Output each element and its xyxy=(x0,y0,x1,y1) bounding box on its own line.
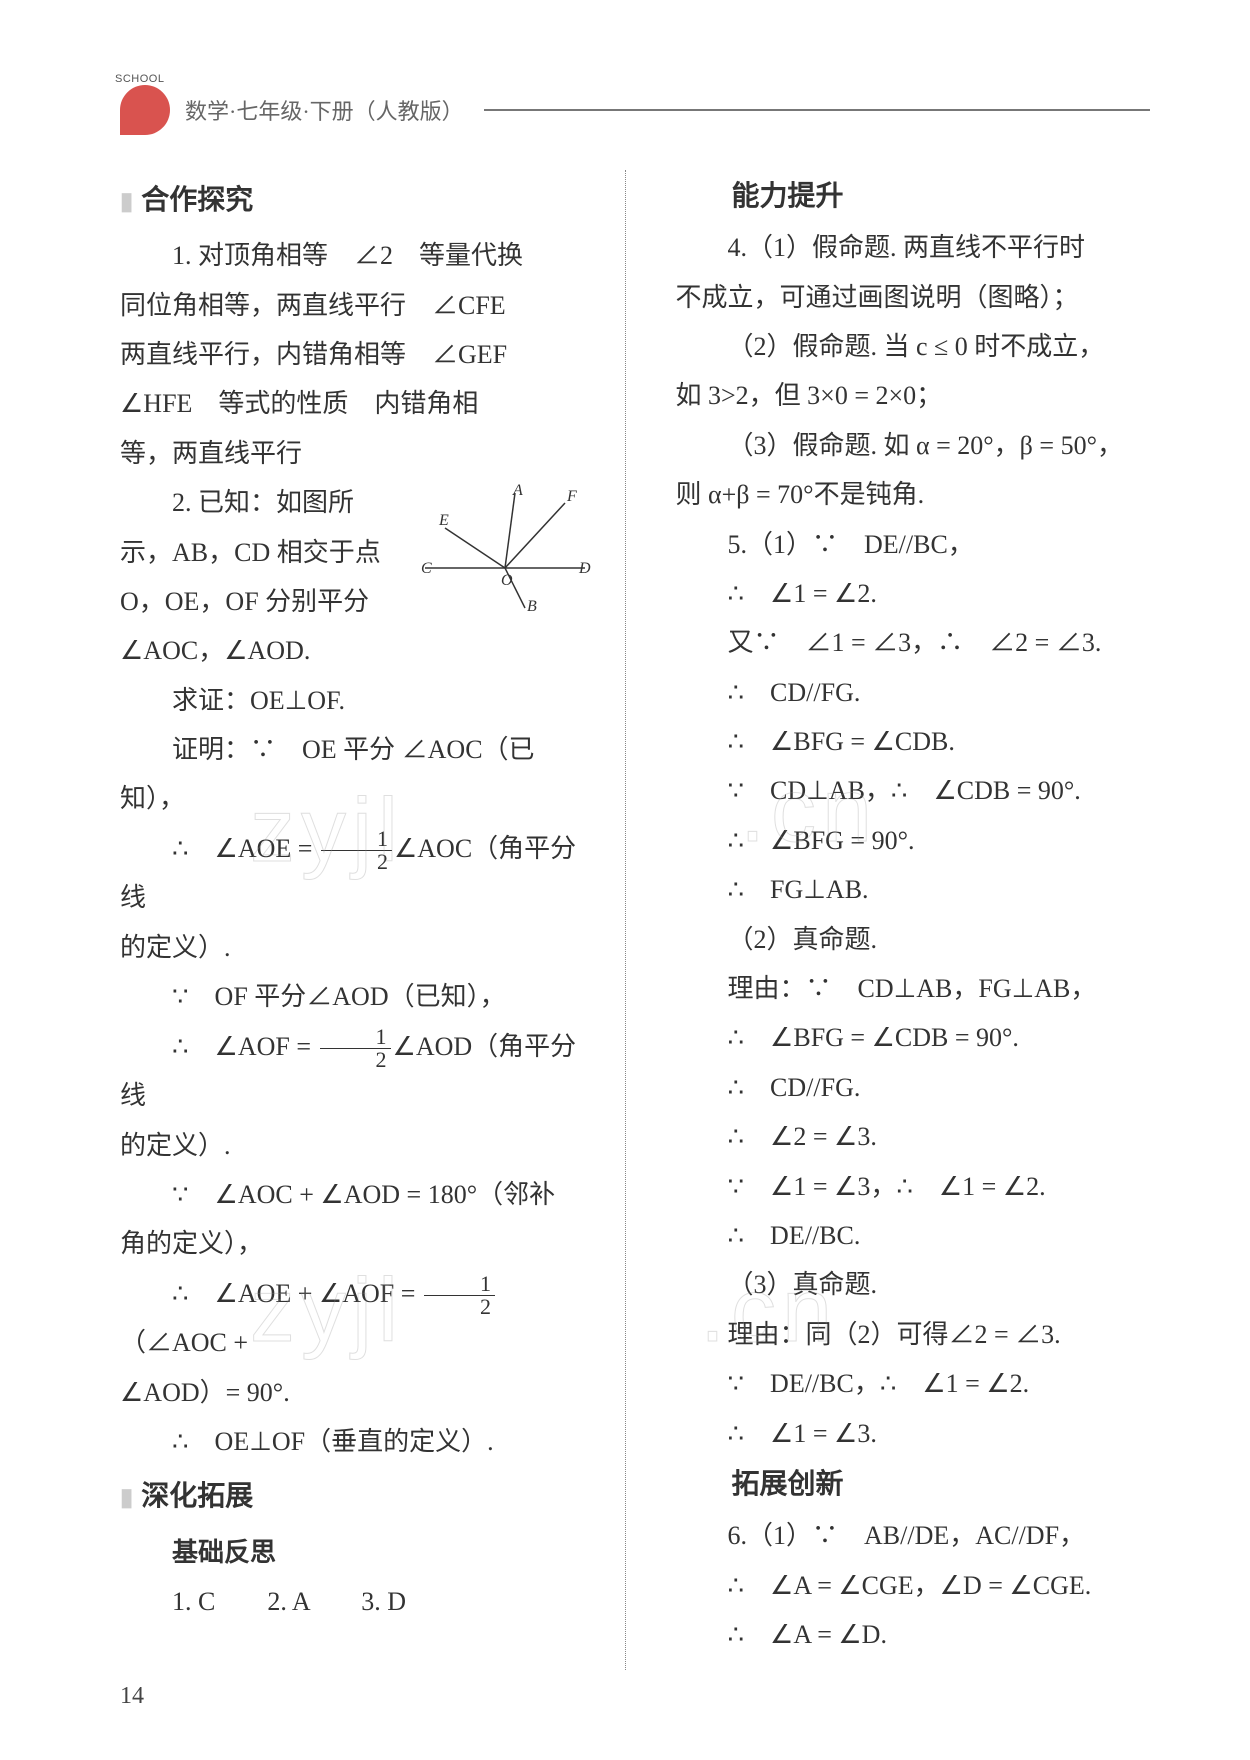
fraction-half: 12 xyxy=(424,1273,495,1318)
q5-line: ∴ ∠1 = ∠2. xyxy=(676,569,1151,618)
q5-line: ∵ ∠1 = ∠3，∴ ∠1 = ∠2. xyxy=(676,1162,1151,1211)
q2-line: ∴ ∠AOF = 12∠AOD（角平分线 xyxy=(120,1022,595,1121)
q1-line: ∠HFE 等式的性质 内错角相 xyxy=(120,379,595,428)
q2-line: 求证：OE⊥OF. xyxy=(120,676,595,725)
fraction-half: 12 xyxy=(320,1026,391,1071)
q6-line: ∴ ∠A = ∠CGE，∠D = ∠CGE. xyxy=(676,1561,1151,1610)
q5-line: ∴ ∠BFG = 90°. xyxy=(676,816,1151,865)
header-rule xyxy=(484,109,1150,111)
section-deepen: 深化拓展 xyxy=(120,1470,595,1523)
q4-line: 不成立，可通过画图说明（图略）； xyxy=(676,273,1151,322)
q2-line: ∠AOD）= 90°. xyxy=(120,1368,595,1417)
q1-line: 两直线平行，内错角相等 ∠GEF xyxy=(120,330,595,379)
q6-line: ∴ ∠A = ∠D. xyxy=(676,1610,1151,1659)
q5-line: （3）真命题. xyxy=(676,1260,1151,1309)
q5-line: ∴ DE//BC. xyxy=(676,1211,1151,1260)
q2-line: 证明：∵ OE 平分 ∠AOC（已 xyxy=(120,725,595,774)
school-logo-icon xyxy=(120,85,170,135)
diag-label-E: E xyxy=(438,512,449,529)
q5-line: ∴ CD//FG. xyxy=(676,1063,1151,1112)
q5-line: ∴ CD//FG. xyxy=(676,668,1151,717)
denominator: 2 xyxy=(321,851,392,873)
fraction-half: 12 xyxy=(321,828,392,873)
section-cooperative: 合作探究 xyxy=(120,174,595,227)
q5-line: ∴ ∠BFG = ∠CDB. xyxy=(676,717,1151,766)
q1-line: 1. 对顶角相等 ∠2 等量代换 xyxy=(120,231,595,280)
q5-line: 5.（1）∵ DE//BC， xyxy=(676,520,1151,569)
q5-line: 又∵ ∠1 = ∠3，∴ ∠2 = ∠3. xyxy=(676,618,1151,667)
q4-line: 如 3>2，但 3×0 = 2×0； xyxy=(676,371,1151,420)
page-header: 数学·七年级·下册（人教版） xyxy=(120,80,1150,140)
q5-line: 理由：∵ CD⊥AB，FG⊥AB， xyxy=(676,964,1151,1013)
diag-label-D: D xyxy=(578,560,591,577)
q5-line: ∴ ∠BFG = ∠CDB = 90°. xyxy=(676,1013,1151,1062)
q2-line: 角的定义）， xyxy=(120,1219,595,1268)
q1-line: 等，两直线平行 xyxy=(120,429,595,478)
q2-line: ∴ ∠AOE + ∠AOF = 12 （∠AOC + xyxy=(120,1269,595,1368)
q2-line: 知）， xyxy=(120,774,595,823)
q5-line: （2）真命题. xyxy=(676,915,1151,964)
text: （∠AOC + xyxy=(120,1328,248,1357)
q5-line: 理由：同（2）可得∠2 = ∠3. xyxy=(676,1310,1151,1359)
text: ∴ ∠AOE + ∠AOF = xyxy=(172,1279,422,1308)
q2-line: 的定义）. xyxy=(120,923,595,972)
q2-line: ∠AOC，∠AOD. xyxy=(120,626,595,675)
q6-line: 6.（1）∵ AB//DE，AC//DF， xyxy=(676,1511,1151,1560)
q5-line: ∵ CD⊥AB，∴ ∠CDB = 90°. xyxy=(676,766,1151,815)
q5-line: ∴ FG⊥AB. xyxy=(676,865,1151,914)
answers-line: 1. C 2. A 3. D xyxy=(120,1577,595,1626)
left-column: 合作探究 1. 对顶角相等 ∠2 等量代换 同位角相等，两直线平行 ∠CFE 两… xyxy=(120,170,626,1670)
header-title: 数学·七年级·下册（人教版） xyxy=(185,94,464,126)
subsection-ability: 能力提升 xyxy=(676,170,1151,223)
text: ∴ ∠AOF = xyxy=(172,1032,318,1061)
q4-line: 则 α+β = 70°不是钝角. xyxy=(676,470,1151,519)
q2-line: 的定义）. xyxy=(120,1121,595,1170)
q4-line: （2）假命题. 当 c ≤ 0 时不成立， xyxy=(676,322,1151,371)
q5-line: ∴ ∠2 = ∠3. xyxy=(676,1112,1151,1161)
diag-label-A: A xyxy=(512,483,523,499)
q5-line: ∴ ∠1 = ∠3. xyxy=(676,1409,1151,1458)
subsection-innovate: 拓展创新 xyxy=(676,1458,1151,1511)
denominator: 2 xyxy=(424,1296,495,1318)
q2-line: ∴ ∠AOE = 12∠AOC（角平分线 xyxy=(120,824,595,923)
q2-line: ∵ OF 平分∠AOD（已知）， xyxy=(120,972,595,1021)
q2-line: ∵ ∠AOC + ∠AOD = 180°（邻补 xyxy=(120,1170,595,1219)
diag-label-O: O xyxy=(501,572,513,589)
diag-label-C: C xyxy=(421,560,432,577)
right-column: 能力提升 4.（1）假命题. 两直线不平行时 不成立，可通过画图说明（图略）； … xyxy=(666,170,1151,1670)
q5-line: ∵ DE//BC，∴ ∠1 = ∠2. xyxy=(676,1359,1151,1408)
page: 数学·七年级·下册（人教版） 合作探究 1. 对顶角相等 ∠2 等量代换 同位角… xyxy=(0,0,1250,1760)
angle-diagram: A F E C O D B xyxy=(415,483,595,613)
q1-line: 同位角相等，两直线平行 ∠CFE xyxy=(120,281,595,330)
subsection-basics: 基础反思 xyxy=(120,1528,595,1577)
numerator: 1 xyxy=(424,1273,495,1296)
q2-line: ∴ OE⊥OF（垂直的定义）. xyxy=(120,1417,595,1466)
q4-line: （3）假命题. 如 α = 20°，β = 50°， xyxy=(676,421,1151,470)
text: ∴ ∠AOE = xyxy=(172,834,319,863)
diag-label-B: B xyxy=(527,598,537,613)
numerator: 1 xyxy=(320,1026,391,1049)
numerator: 1 xyxy=(321,828,392,851)
denominator: 2 xyxy=(320,1049,391,1071)
content-columns: 合作探究 1. 对顶角相等 ∠2 等量代换 同位角相等，两直线平行 ∠CFE 两… xyxy=(120,170,1150,1670)
page-number: 14 xyxy=(120,1683,144,1710)
diag-label-F: F xyxy=(566,488,577,505)
q4-line: 4.（1）假命题. 两直线不平行时 xyxy=(676,223,1151,272)
